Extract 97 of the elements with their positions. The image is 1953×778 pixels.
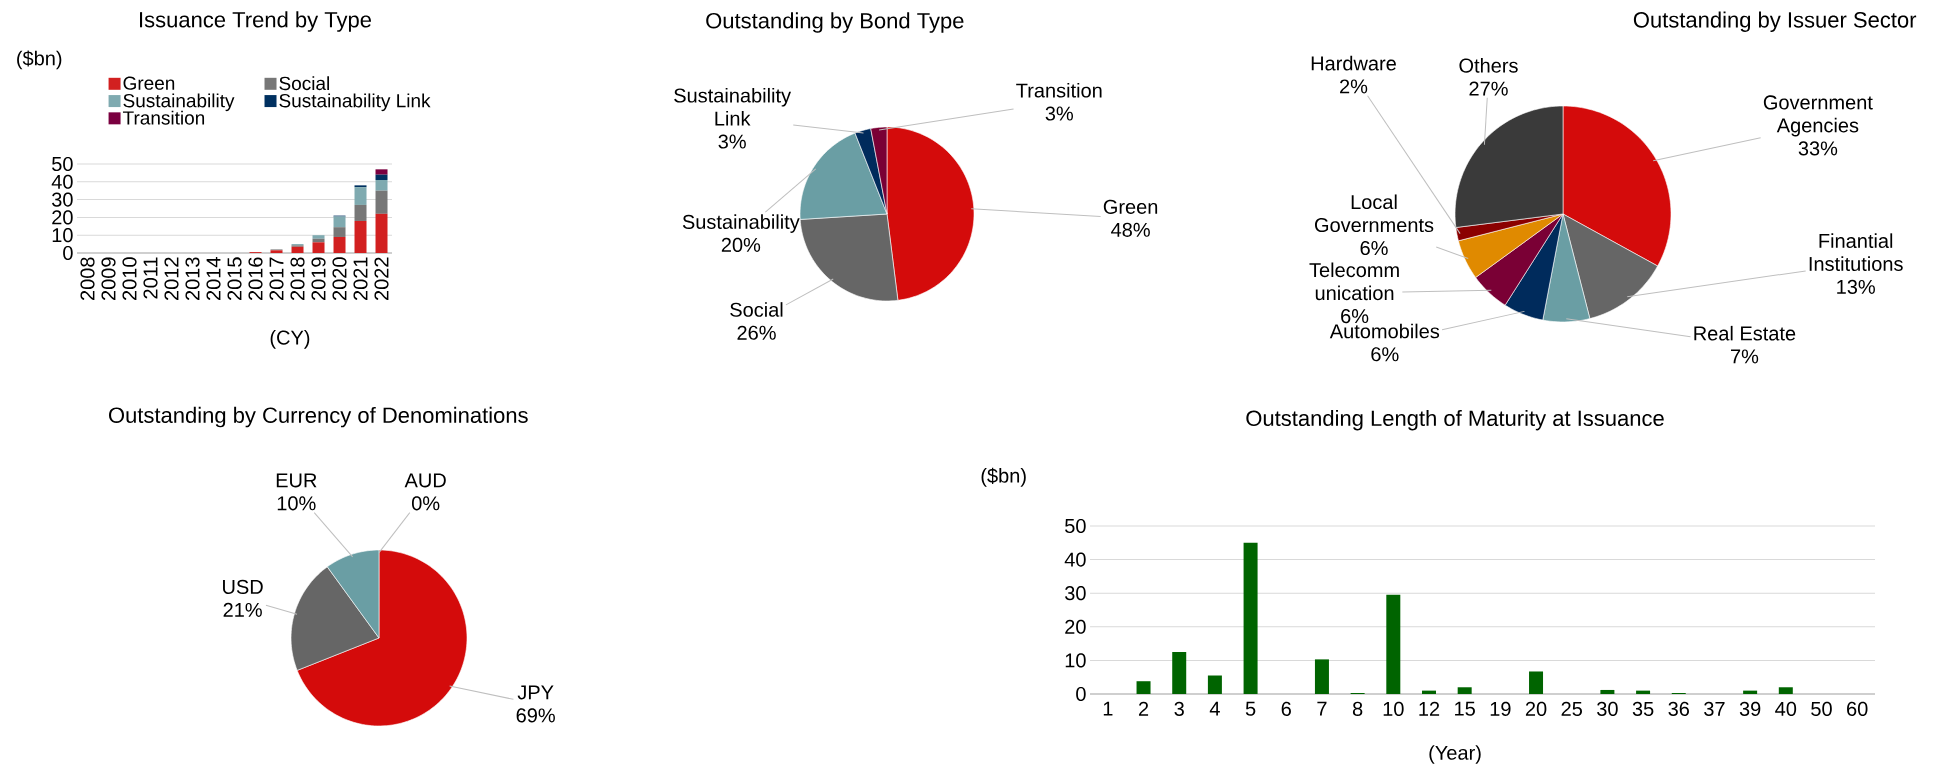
x-tick-label: 2011 (143, 257, 158, 299)
x-tick-label: 4 (1209, 701, 1220, 716)
x-tick-label: 2022 (374, 257, 389, 301)
y-tick-label: 10 (1065, 653, 1086, 668)
legend-label: Transition (122, 110, 205, 125)
x-tick-label: 2009 (101, 257, 116, 301)
x-tick-label: 60 (1847, 701, 1868, 716)
x-tick-label: 2014 (206, 257, 221, 301)
x-tick-label: 2010 (122, 257, 137, 301)
data-label: 33% (1798, 141, 1838, 156)
slice-label: Real Estate (1694, 325, 1796, 341)
chart-title: Outstanding by Currency of Denominations (109, 406, 528, 428)
slice-label: Sustainability Link (674, 87, 792, 126)
legend-label: Green (123, 76, 175, 90)
x-tick-label: 25 (1561, 701, 1582, 716)
x-tick-label: 5 (1245, 701, 1256, 716)
x-tick-label: 2015 (227, 257, 242, 301)
y-axis-title: ($bn) (17, 50, 62, 70)
x-tick-label: 2016 (248, 257, 263, 301)
slice-label: Government Agencies (1763, 95, 1873, 137)
slice-label: Finantial Institutions (1809, 233, 1903, 271)
x-tick-label: 2019 (311, 257, 326, 301)
slice-label: Local Governments (1314, 194, 1434, 233)
x-tick-label: 40 (1775, 701, 1797, 716)
x-tick-label: 2018 (290, 257, 305, 301)
x-tick-label: 2 (1138, 701, 1149, 716)
x-tick-label: 20 (1525, 701, 1547, 716)
y-tick-label: 50 (52, 156, 73, 172)
chart-title: Outstanding Length of Maturity at Issuance (1246, 409, 1664, 431)
slice-label: Hardware (1311, 55, 1396, 71)
data-label: 20% (721, 237, 761, 252)
legend-label: Sustainability Link (279, 93, 431, 112)
y-tick-label: 0 (1076, 686, 1086, 702)
category-label: AUD (404, 473, 446, 488)
slice-label: Telecomm unication (1309, 262, 1399, 301)
data-label: 48% (1111, 222, 1150, 237)
x-tick-label: 10 (1383, 701, 1404, 716)
chart-title: Outstanding by Bond Type (706, 12, 964, 33)
y-tick-label: 0 (63, 245, 73, 261)
x-tick-label: 6 (1281, 701, 1291, 716)
x-tick-label: 36 (1668, 701, 1689, 716)
slice-label: JPY (517, 685, 554, 700)
chart-title: Outstanding by Issuer Sector (1633, 11, 1917, 32)
x-tick-label: 30 (1597, 701, 1618, 716)
slice-label: Sustainability (682, 214, 800, 233)
y-axis-title: ($bn) (981, 467, 1026, 487)
slice-label: Green (1103, 199, 1158, 214)
x-tick-label: 19 (1490, 701, 1511, 716)
x-tick-label: 2021 (353, 257, 368, 301)
x-tick-label: 37 (1704, 701, 1725, 716)
data-label: 69% (516, 708, 555, 723)
data-label: 13% (1837, 279, 1875, 294)
x-axis-title: (Year) (1429, 745, 1481, 764)
slice-label: USD (223, 579, 263, 594)
data-label: 7% (1731, 349, 1759, 364)
x-tick-label: 8 (1352, 701, 1363, 716)
x-tick-label: 50 (1811, 701, 1832, 716)
x-axis-title: (CY) (270, 330, 310, 349)
data-label: 10% (277, 496, 316, 511)
data-label: 6% (1371, 347, 1399, 362)
data-label: 27% (1469, 81, 1508, 96)
x-tick-label: 3 (1174, 701, 1184, 716)
slice-label: Others (1459, 58, 1518, 73)
y-tick-label: 10 (52, 228, 73, 243)
data-label: 3% (718, 134, 746, 149)
legend-label: Sustainability (123, 93, 235, 112)
data-label: 2% (1340, 79, 1368, 94)
y-tick-label: 30 (1065, 586, 1086, 601)
data-label: 3% (1045, 106, 1073, 121)
y-tick-label: 40 (1064, 552, 1086, 567)
x-tick-label: 12 (1419, 701, 1440, 716)
x-tick-label: 2017 (269, 257, 284, 301)
x-tick-label: 35 (1632, 701, 1654, 716)
x-tick-label: 2013 (185, 257, 200, 301)
x-tick-label: 7 (1317, 701, 1327, 716)
x-tick-label: 2008 (80, 257, 95, 301)
y-tick-label: 20 (1065, 619, 1086, 634)
text: 0% (411, 496, 440, 511)
x-tick-label: 39 (1739, 701, 1761, 716)
slice-label: Automobiles (1329, 323, 1440, 339)
y-tick-label: 20 (52, 210, 73, 225)
x-tick-label: 2012 (164, 257, 179, 301)
data-label: 21% (223, 602, 262, 617)
x-tick-label: 2020 (332, 257, 347, 301)
x-tick-label: 15 (1455, 701, 1475, 716)
slice-label: Transition (1016, 82, 1102, 98)
data-label: 6% (1341, 309, 1369, 324)
y-tick-label: 50 (1065, 518, 1086, 534)
x-tick-label: 1 (1103, 701, 1113, 716)
slice-label: Social (730, 302, 783, 317)
slice-label: EUR (276, 473, 317, 488)
y-tick-label: 40 (51, 174, 73, 189)
data-label: 6% (1360, 240, 1388, 256)
chart-title: Issuance Trend by Type (140, 11, 371, 32)
y-tick-label: 30 (52, 192, 73, 207)
legend-label: Social (279, 76, 329, 91)
data-label: 26% (737, 325, 776, 340)
